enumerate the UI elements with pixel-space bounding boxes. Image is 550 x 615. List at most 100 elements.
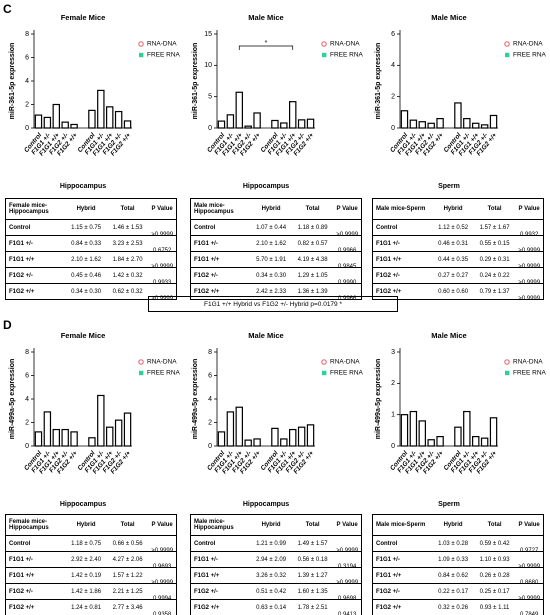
- table-cell: P Value: [336, 206, 358, 212]
- table-cell: F1G2 +/+: [9, 288, 35, 295]
- bar: [106, 106, 114, 129]
- bar: [61, 428, 69, 447]
- y-tick-label: 8: [208, 349, 212, 356]
- table-row: Control 1.18 ± 0.75 0.66 ± 0.56 >0.9999: [6, 535, 176, 554]
- table-cell: 3.26 ± 0.32: [256, 572, 287, 579]
- x-axis-label: Sperm: [438, 183, 460, 190]
- table-row: Control 1.21 ± 0.99 1.49 ± 1.57 >0.9999: [191, 535, 361, 554]
- table-row: F1G2 +/- 0.45 ± 0.46 1.42 ± 0.32 0.9933: [6, 267, 176, 286]
- bar: [297, 426, 306, 447]
- legend-marker: [139, 370, 144, 376]
- table-cell: 0.7849: [519, 611, 539, 615]
- bar: [418, 121, 426, 129]
- table-cell: F1G2 +/-: [376, 272, 400, 279]
- table-cell: Hybrid: [76, 522, 96, 528]
- table-cell: 0.32 ± 0.26: [438, 604, 469, 611]
- table-cell: Hybrid: [261, 522, 281, 528]
- table-cell: 0.9845: [337, 263, 357, 270]
- table-cell: F1G1 +/-: [376, 240, 400, 247]
- bar: [244, 125, 252, 129]
- table-cell: 0.9693: [152, 563, 172, 570]
- table-row: F1G2 +/+ 0.34 ± 0.30 0.62 ± 0.32 >0.9999: [6, 283, 176, 302]
- y-tick-label: 2: [391, 380, 395, 387]
- table-cell: P Value: [151, 206, 173, 212]
- table-cell: >0.9999: [151, 231, 174, 238]
- table-row: Control 1.03 ± 0.28 0.59 ± 0.42 0.9727: [373, 535, 543, 554]
- table-cell: 2.21 ± 1.25: [112, 588, 143, 595]
- table-row: F1G2 +/- 0.51 ± 0.42 1.60 ± 1.35 0.9698: [191, 583, 361, 602]
- bar: [217, 120, 226, 129]
- bar: [472, 122, 480, 129]
- table-cell: 0.60 ± 0.60: [438, 288, 469, 295]
- table-cell: P Value: [518, 206, 540, 212]
- table-cell: 1.39 ± 1.27: [297, 572, 328, 579]
- y-tick-label: 4: [391, 62, 395, 69]
- bar: [217, 431, 226, 447]
- y-tick-label: 2: [391, 94, 395, 101]
- table-cell: 0.9966: [337, 295, 357, 302]
- table-cell: 2.77 ± 3.46: [112, 604, 143, 611]
- table-cell: >0.9999: [518, 279, 541, 286]
- table-cell: F1G2 +/-: [194, 272, 218, 279]
- table-cell: >0.9999: [518, 247, 541, 254]
- table-row: Control 1.12 ± 0.52 1.57 ± 1.67 0.9932: [373, 219, 543, 238]
- table-row: F1G1 +/+ 1.42 ± 0.19 1.57 ± 1.22 >0.9999: [6, 567, 176, 586]
- y-tick-label: 0: [208, 125, 212, 132]
- table-cell: Total: [487, 206, 502, 212]
- table-cell: F1G1 +/+: [9, 572, 35, 579]
- table-row: Control 1.07 ± 0.44 1.18 ± 0.89 >0.9999: [191, 219, 361, 238]
- legend-marker: [321, 41, 327, 47]
- table-cell: 1.18 ± 0.75: [71, 540, 102, 547]
- legend-label: FREE RNA: [147, 370, 181, 377]
- table-row: F1G2 +/- 1.42 ± 1.86 2.21 ± 1.25 0.9994: [6, 583, 176, 602]
- table-cell: F1G1 +/-: [194, 556, 218, 563]
- table-cell: 0.24 ± 0.22: [479, 272, 510, 279]
- bar: [106, 426, 114, 447]
- panel-label: D: [3, 318, 12, 332]
- table-cell: 0.93 ± 1.11: [479, 604, 510, 611]
- table-cell: 2.42 ± 2.33: [256, 288, 287, 295]
- table-row: F1G1 +/+ 0.44 ± 0.35 0.29 ± 0.31 >0.9999: [373, 251, 543, 270]
- table-cell: 2.92 ± 2.40: [71, 556, 102, 563]
- table-cell: 1.42 ± 0.19: [71, 572, 102, 579]
- y-axis-label: miR-499a-5p expression: [9, 359, 16, 440]
- table-cell: Control: [9, 540, 31, 547]
- table: Female mice-Hippocampus Hybrid Total P Valu…: [5, 198, 177, 302]
- bar: [436, 117, 444, 129]
- note: F1G1 +/+ Hybrid vs F1G2 +/- Hybrid p=0.0…: [148, 296, 398, 312]
- y-tick-label: 6: [208, 372, 212, 379]
- y-tick-label: 15: [204, 31, 212, 38]
- table-cell: P Value: [518, 522, 540, 528]
- table-row: F1G1 +/+ 5.70 ± 1.91 4.19 ± 4.38 0.9845: [191, 251, 361, 270]
- bar: [52, 103, 60, 129]
- table-row: F1G2 +/+ 0.60 ± 0.60 0.79 ± 1.37 >0.9999: [373, 283, 543, 302]
- legend-marker: [138, 359, 144, 365]
- bar: [489, 114, 498, 129]
- table-cell: 1.60 ± 1.35: [297, 588, 328, 595]
- table-cell: 0.9966: [337, 247, 357, 254]
- legend-marker: [505, 52, 510, 58]
- table-cell: Hybrid: [76, 206, 96, 212]
- table-cell: 0.56 ± 0.18: [297, 556, 328, 563]
- legend-marker: [504, 41, 510, 47]
- bar: [70, 431, 78, 447]
- table-cell: 0.62 ± 0.32: [112, 288, 143, 295]
- table-cell: 0.82 ± 0.57: [297, 240, 328, 247]
- table-cell: >0.9999: [151, 579, 174, 586]
- table-cell: 0.34 ± 0.30: [71, 288, 102, 295]
- table-row: Male mice-Hippocampus Hybrid Total P Value: [191, 515, 361, 535]
- y-axis-label: miR-361-5p expression: [192, 43, 199, 120]
- table-cell: Total: [120, 522, 135, 528]
- table-cell: 3.23 ± 2.53: [112, 240, 143, 247]
- y-tick-label: 2: [25, 419, 29, 426]
- table-cell: >0.9999: [151, 547, 174, 554]
- bar: [400, 110, 409, 129]
- x-axis-label: Hippocampus: [60, 501, 106, 508]
- table-cell: 0.8680: [519, 579, 539, 586]
- y-tick-label: 6: [25, 372, 29, 379]
- table: Female mice-Hippocampus Hybrid Total P Valu…: [5, 514, 177, 615]
- y-tick-label: 2: [208, 419, 212, 426]
- y-tick-label: 4: [208, 396, 212, 403]
- table-cell: 1.57 ± 1.22: [112, 572, 143, 579]
- table-row: Female mice-Hippocampus Hybrid Total P Valu…: [6, 199, 176, 219]
